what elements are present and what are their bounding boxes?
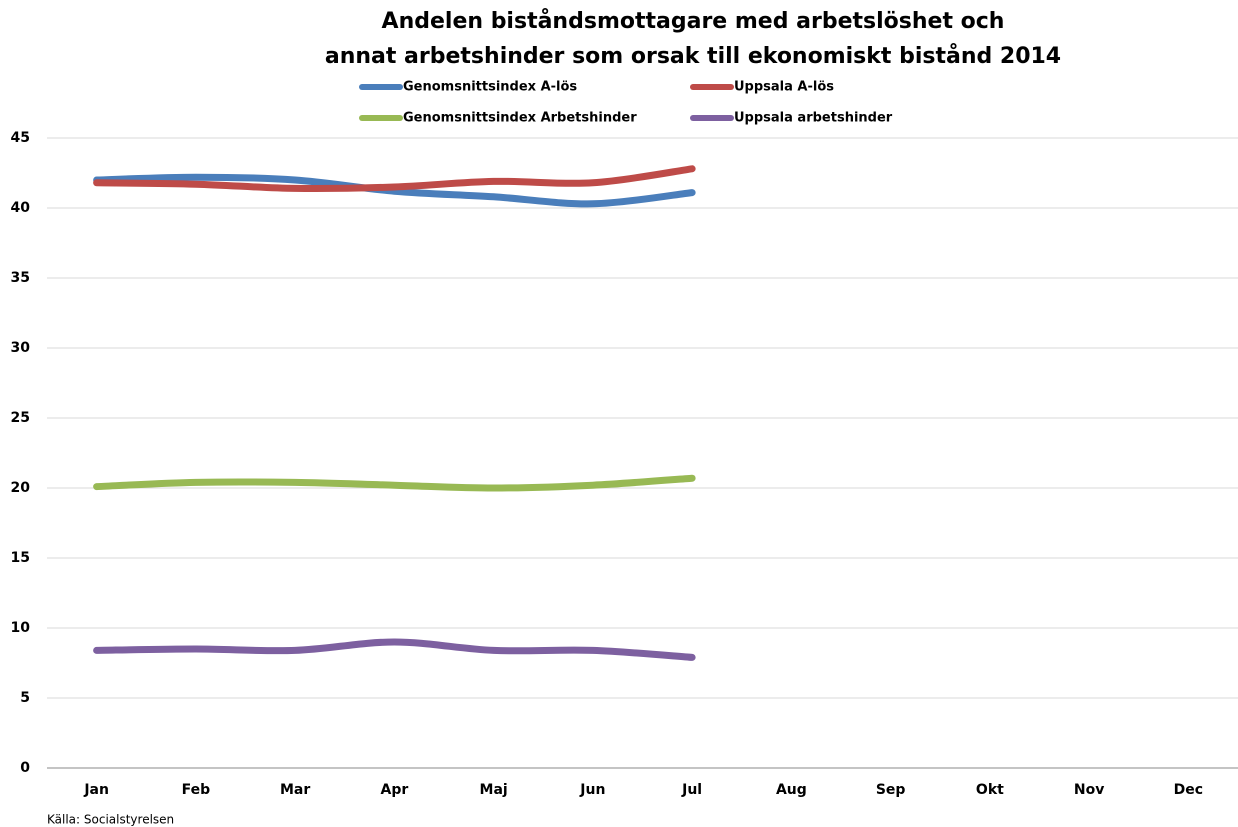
y-tick-label: 25	[11, 410, 30, 426]
x-tick-label: Feb	[182, 782, 211, 798]
legend-label: Genomsnittsindex A-lös	[403, 80, 577, 95]
y-tick-label: 10	[11, 620, 31, 636]
chart-title: Andelen biståndsmottagare med arbetslösh…	[382, 8, 1005, 34]
x-tick-label: Okt	[976, 782, 1004, 798]
x-tick-label: Aug	[776, 782, 807, 798]
x-tick-label: Maj	[480, 782, 508, 798]
x-tick-label: Sep	[876, 782, 906, 798]
y-tick-label: 5	[20, 690, 30, 706]
y-tick-label: 40	[11, 200, 31, 216]
y-tick-label: 45	[11, 130, 30, 146]
x-tick-label: Jun	[579, 782, 605, 798]
legend-label: Genomsnittsindex Arbetshinder	[403, 111, 637, 126]
y-tick-label: 0	[20, 760, 30, 776]
x-tick-label: Jan	[83, 782, 109, 798]
x-tick-label: Dec	[1174, 782, 1203, 798]
series-line	[93, 474, 696, 492]
y-tick-label: 35	[11, 270, 30, 286]
series-line	[93, 638, 696, 661]
y-tick-label: 15	[11, 550, 30, 566]
x-tick-label: Mar	[280, 782, 310, 798]
legend-label: Uppsala arbetshinder	[734, 111, 893, 126]
y-tick-label: 20	[11, 480, 31, 496]
source: Källa: Socialstyrelsen	[47, 813, 174, 827]
series-line	[93, 165, 696, 193]
legend-label: Uppsala A-lös	[734, 80, 834, 95]
x-tick-label: Jul	[681, 782, 702, 798]
chart-title: annat arbetshinder som orsak till ekonom…	[325, 43, 1061, 69]
x-tick-label: Apr	[380, 782, 408, 798]
x-tick-label: Nov	[1074, 782, 1104, 798]
y-tick-label: 30	[11, 340, 31, 356]
series-line	[93, 173, 696, 208]
